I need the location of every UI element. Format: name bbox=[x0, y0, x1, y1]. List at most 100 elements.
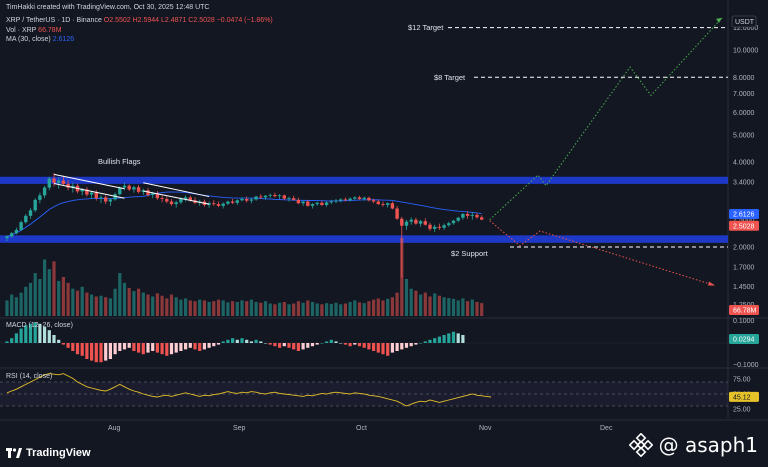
created-by-line: TimHakki created with TradingView.com, O… bbox=[6, 4, 210, 11]
candle bbox=[292, 195, 296, 201]
bull-flag-2-lower bbox=[143, 190, 210, 205]
volume-bar bbox=[456, 300, 460, 316]
time-tick-label: Oct bbox=[356, 425, 367, 432]
candle bbox=[357, 195, 362, 200]
macd-histogram-bar bbox=[198, 343, 202, 351]
candle-body bbox=[414, 219, 418, 224]
volume-bar bbox=[428, 296, 432, 316]
candle bbox=[169, 199, 174, 206]
macd-histogram-bar bbox=[179, 343, 183, 351]
currency-badge-text: USDT bbox=[735, 19, 755, 26]
candle bbox=[61, 175, 66, 186]
candle bbox=[470, 212, 474, 220]
candle bbox=[245, 196, 249, 203]
volume-bar bbox=[137, 288, 141, 316]
volume-bar bbox=[24, 286, 28, 316]
candle-body bbox=[362, 197, 366, 200]
macd-histogram-bar bbox=[90, 343, 94, 361]
macd-histogram-bar bbox=[235, 339, 239, 343]
volume-bar bbox=[263, 301, 268, 316]
candle bbox=[268, 193, 272, 199]
annotation-bullish-flags: Bullish Flags bbox=[98, 157, 141, 166]
candle-body bbox=[221, 203, 225, 206]
candle-body bbox=[400, 218, 404, 226]
volume-bar bbox=[146, 294, 150, 316]
candle-body bbox=[423, 221, 427, 225]
watermark: @ asaph1 bbox=[628, 433, 758, 457]
macd-histogram-bar bbox=[306, 343, 310, 348]
candle bbox=[296, 197, 301, 205]
candle-body bbox=[306, 201, 310, 206]
macd-histogram-bar bbox=[419, 343, 423, 344]
macd-histogram-bar bbox=[61, 343, 65, 345]
ma-price-label: 2.6126 bbox=[733, 212, 755, 219]
volume-bar bbox=[202, 300, 206, 316]
macd-histogram-bar bbox=[395, 343, 399, 351]
volume-bar bbox=[174, 297, 178, 316]
candle-body bbox=[371, 200, 376, 202]
candle-body bbox=[19, 222, 23, 230]
macd-tick-label: −0.1000 bbox=[733, 362, 759, 369]
macd-histogram-bar bbox=[376, 343, 380, 353]
macd-histogram-bar bbox=[118, 343, 122, 351]
low-value: L2.4871 bbox=[161, 17, 187, 24]
candle bbox=[353, 196, 357, 200]
tradingview-text: TradingView bbox=[26, 447, 91, 459]
volume-bar bbox=[108, 298, 112, 316]
candle-body bbox=[66, 183, 70, 188]
macd-histogram-bar bbox=[245, 339, 249, 343]
candle bbox=[104, 195, 108, 205]
open-value: O2.5502 bbox=[103, 17, 131, 24]
candle-body bbox=[5, 236, 9, 239]
macd-histogram-bar bbox=[132, 343, 136, 351]
candle bbox=[339, 198, 343, 203]
macd-histogram-bar bbox=[353, 343, 357, 345]
volume-bar bbox=[423, 292, 427, 316]
price-tick-label: 6.0000 bbox=[733, 110, 755, 117]
candle-body bbox=[273, 194, 277, 197]
candle bbox=[122, 182, 127, 191]
candle bbox=[89, 191, 94, 200]
candle-body bbox=[339, 199, 343, 201]
volume-bar bbox=[310, 301, 315, 316]
candle-body bbox=[442, 225, 446, 228]
macd-histogram-bar bbox=[113, 343, 117, 355]
rsi-value-label: 45.12 bbox=[733, 395, 751, 402]
volume-bar bbox=[461, 298, 465, 316]
volume-bar bbox=[480, 303, 484, 316]
time-tick-label: Aug bbox=[108, 425, 121, 432]
macd-histogram-bar bbox=[400, 343, 404, 350]
price-tick-label: 12.0000 bbox=[733, 25, 758, 32]
volume-bar bbox=[90, 294, 94, 316]
zone-support bbox=[0, 235, 728, 243]
volume-bar bbox=[52, 261, 56, 316]
volume-bar bbox=[268, 303, 272, 316]
volume-bar bbox=[278, 302, 282, 316]
candle-body bbox=[169, 201, 174, 205]
watermark-text: @ asaph1 bbox=[658, 433, 758, 457]
bull-flag-1-upper bbox=[53, 173, 125, 190]
volume-bar bbox=[367, 301, 371, 316]
macd-histogram-bar bbox=[28, 323, 33, 343]
candle bbox=[155, 191, 160, 200]
volume-bar bbox=[419, 294, 423, 316]
candle-body bbox=[216, 204, 221, 206]
macd-histogram-bar bbox=[334, 341, 338, 343]
annotation-target-8: $8 Target bbox=[434, 73, 466, 82]
volume-bar bbox=[118, 273, 122, 316]
macd-histogram-bar bbox=[188, 343, 192, 348]
candle-body bbox=[395, 208, 399, 219]
volume-bar bbox=[372, 299, 376, 316]
volume-bar bbox=[99, 295, 103, 316]
macd-histogram-bar bbox=[325, 341, 329, 343]
candle bbox=[174, 200, 178, 208]
volume-bar bbox=[188, 300, 192, 316]
candle-body bbox=[475, 214, 479, 218]
change-value: −0.0474 (−1.86%) bbox=[216, 17, 273, 24]
candle bbox=[221, 202, 225, 209]
candle bbox=[230, 199, 235, 205]
candle bbox=[141, 188, 145, 195]
price-tick-label: 1.4500 bbox=[733, 284, 755, 291]
candle bbox=[348, 197, 352, 202]
